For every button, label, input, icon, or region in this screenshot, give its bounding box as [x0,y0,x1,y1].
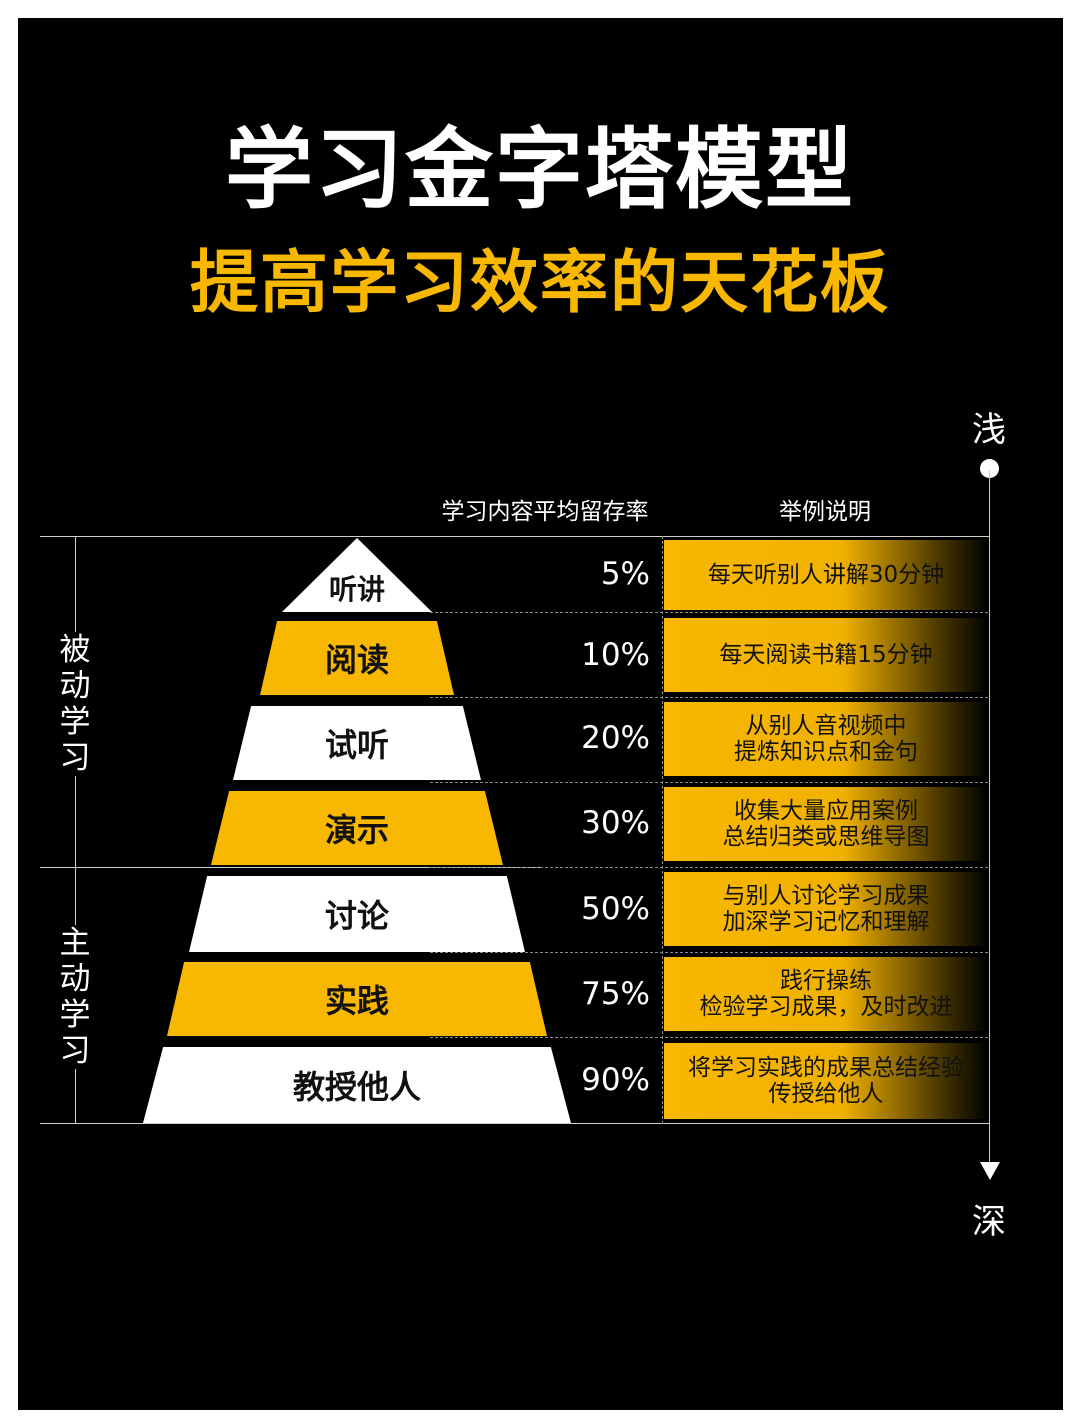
example-line: 传授给他人 [768,1081,884,1107]
retention-rate: 30% [581,805,650,841]
row-separator [430,782,988,783]
retention-rate: 75% [581,976,650,1012]
example-line: 加深学习记忆和理解 [722,909,930,935]
group-divider-rule [40,867,540,868]
pyramid-tier-teaching-others: 教授他人 [143,1047,571,1123]
example-box: 每天听别人讲解30分钟 [664,540,988,610]
retention-rate: 5% [600,556,650,592]
retention-rate: 50% [581,891,650,927]
example-box: 从别人音视频中 提炼知识点和金句 [664,702,988,776]
example-line: 践行操练 [780,968,872,994]
example-column-header: 举例说明 [779,499,871,525]
page-subtitle: 提高学习效率的天花板 [189,244,890,323]
table-bottom-rule [40,1123,990,1124]
example-box: 将学习实践的成果总结经验 传授给他人 [664,1043,988,1119]
depth-axis-line [989,470,990,1164]
axis-arrow-down-icon [980,1162,1000,1180]
example-box: 践行操练 检验学习成果，及时改进 [664,957,988,1031]
axis-shallow-label: 浅 [972,410,1006,450]
retention-rate: 10% [581,637,650,673]
table-top-rule [40,536,990,537]
axis-start-dot [980,459,999,478]
example-line: 检验学习成果，及时改进 [699,994,953,1020]
group-label-passive: 被动学习 [55,632,95,776]
pyramid-tier-reading: 阅读 [260,621,454,695]
retention-rate: 90% [581,1062,650,1098]
row-separator [430,867,988,868]
example-line: 每天阅读书籍15分钟 [719,642,933,668]
example-line: 将学习实践的成果总结经验 [688,1055,964,1081]
retention-rate: 20% [581,720,650,756]
example-box: 每天阅读书籍15分钟 [664,618,988,692]
pyramid-tier-audiovisual: 试听 [233,706,481,780]
example-line: 收集大量应用案例 [734,798,918,824]
row-separator [430,612,988,613]
pyramid-tier-discussion: 讨论 [189,876,525,952]
example-box: 收集大量应用案例 总结归类或思维导图 [664,787,988,861]
example-box: 与别人讨论学习成果 加深学习记忆和理解 [664,872,988,946]
example-line: 每天听别人讲解30分钟 [707,562,945,588]
group-bracket-line [75,536,76,1124]
example-line: 与别人讨论学习成果 [722,883,930,909]
column-divider [662,536,663,1124]
example-line: 提炼知识点和金句 [734,739,918,765]
pyramid-tier-demonstration: 演示 [211,791,503,865]
row-separator [430,952,988,953]
retention-column-header: 学习内容平均留存率 [441,499,649,525]
pyramid-tier-practice: 实践 [167,962,547,1036]
row-separator [430,1037,988,1038]
group-label-active: 主动学习 [55,925,95,1069]
example-line: 从别人音视频中 [745,713,907,739]
row-separator [430,697,988,698]
axis-deep-label: 深 [972,1202,1006,1242]
example-line: 总结归类或思维导图 [722,824,930,850]
page-title: 学习金字塔模型 [224,118,855,221]
